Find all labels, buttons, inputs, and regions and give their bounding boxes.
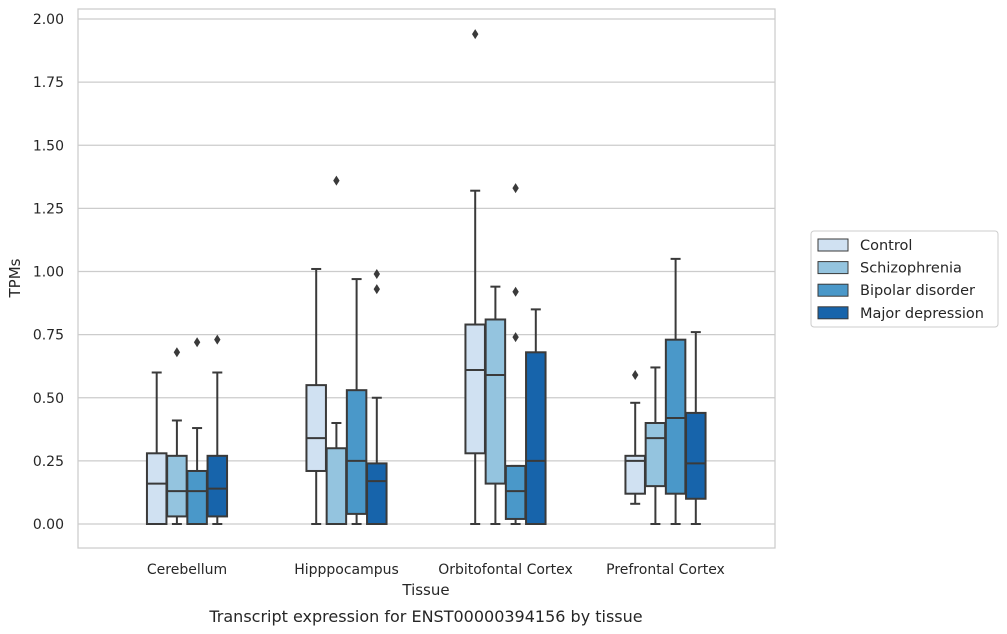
- box-group: [644, 366, 667, 525]
- legend-swatch: [817, 283, 849, 297]
- x-axis-title: Tissue: [401, 581, 449, 599]
- outlier-point: [512, 286, 519, 297]
- legend-frame: [810, 230, 999, 328]
- box: [345, 389, 368, 515]
- outlier-point: [632, 370, 639, 381]
- x-tick-label: Hipppocampus: [294, 562, 399, 578]
- box-group: [624, 370, 646, 505]
- y-tick-label: 2.00: [33, 12, 64, 28]
- box-group: [484, 285, 507, 525]
- box-group: [325, 175, 348, 525]
- outlier-point: [193, 337, 201, 348]
- box-group: [145, 371, 168, 525]
- outlier-point: [373, 284, 380, 295]
- box: [325, 447, 348, 525]
- box-group: [504, 183, 527, 525]
- box: [305, 384, 327, 472]
- box-group: [464, 29, 486, 525]
- legend-label: Control: [860, 238, 912, 254]
- box: [525, 351, 547, 525]
- legend-swatch: [817, 238, 849, 252]
- outlier-point: [512, 183, 519, 194]
- box: [166, 454, 188, 518]
- boxes: [145, 29, 707, 526]
- y-tick-label: 0.75: [33, 328, 64, 344]
- box-group: [685, 331, 707, 525]
- box: [145, 452, 168, 525]
- x-tick-label: Prefrontal Cortex: [606, 562, 725, 578]
- y-tick-label: 0.25: [33, 454, 64, 470]
- outlier-point: [472, 29, 479, 40]
- plot-area-frame: [77, 8, 776, 549]
- box-group: [166, 347, 188, 525]
- box-group: [305, 267, 327, 525]
- legend-swatch: [817, 306, 849, 320]
- y-tick-label: 0.00: [33, 517, 64, 533]
- x-axis-ticks: Cerebellum Hipppocampus Orbitofontal Corte…: [147, 562, 725, 578]
- box: [685, 411, 707, 500]
- outlier-point: [373, 269, 380, 280]
- box-group: [664, 257, 687, 525]
- box: [664, 338, 687, 495]
- box: [464, 323, 486, 455]
- outlier-point: [512, 332, 519, 343]
- box-group: [525, 308, 547, 525]
- y-tick-label: 1.25: [33, 201, 64, 217]
- box: [504, 464, 527, 520]
- outlier-point: [214, 334, 221, 345]
- legend-swatch: [817, 261, 849, 275]
- outlier-point: [173, 347, 181, 358]
- gridlines: [78, 18, 775, 525]
- box-group: [186, 337, 208, 526]
- box: [484, 318, 507, 485]
- outlier-point: [333, 175, 340, 186]
- y-axis-title: TPMs: [6, 258, 24, 298]
- legend: Control Schizophrenia Bipolar disorder Majo…: [810, 230, 999, 328]
- box-group: [345, 278, 368, 525]
- x-tick-label: Cerebellum: [147, 562, 227, 578]
- legend-label: Schizophrenia: [860, 261, 962, 277]
- legend-label: Major depression: [860, 306, 984, 322]
- y-axis-ticks: 0.00 0.25 0.50 0.75 1.00 1.25 1.50 1.75 2.00: [33, 12, 64, 533]
- legend-label: Bipolar disorder: [860, 283, 975, 299]
- y-tick-label: 0.50: [33, 391, 64, 407]
- box: [206, 454, 229, 518]
- y-tick-label: 1.50: [33, 138, 64, 154]
- box-group: [206, 334, 229, 525]
- y-tick-label: 1.75: [33, 75, 64, 91]
- chart-caption: Transcript expression for ENST0000039415…: [208, 607, 642, 626]
- box: [186, 469, 208, 526]
- x-tick-label: Orbitofontal Cortex: [438, 562, 573, 578]
- y-tick-label: 1.00: [33, 265, 64, 281]
- box: [366, 462, 388, 525]
- box-group: [366, 269, 388, 525]
- box: [644, 422, 667, 488]
